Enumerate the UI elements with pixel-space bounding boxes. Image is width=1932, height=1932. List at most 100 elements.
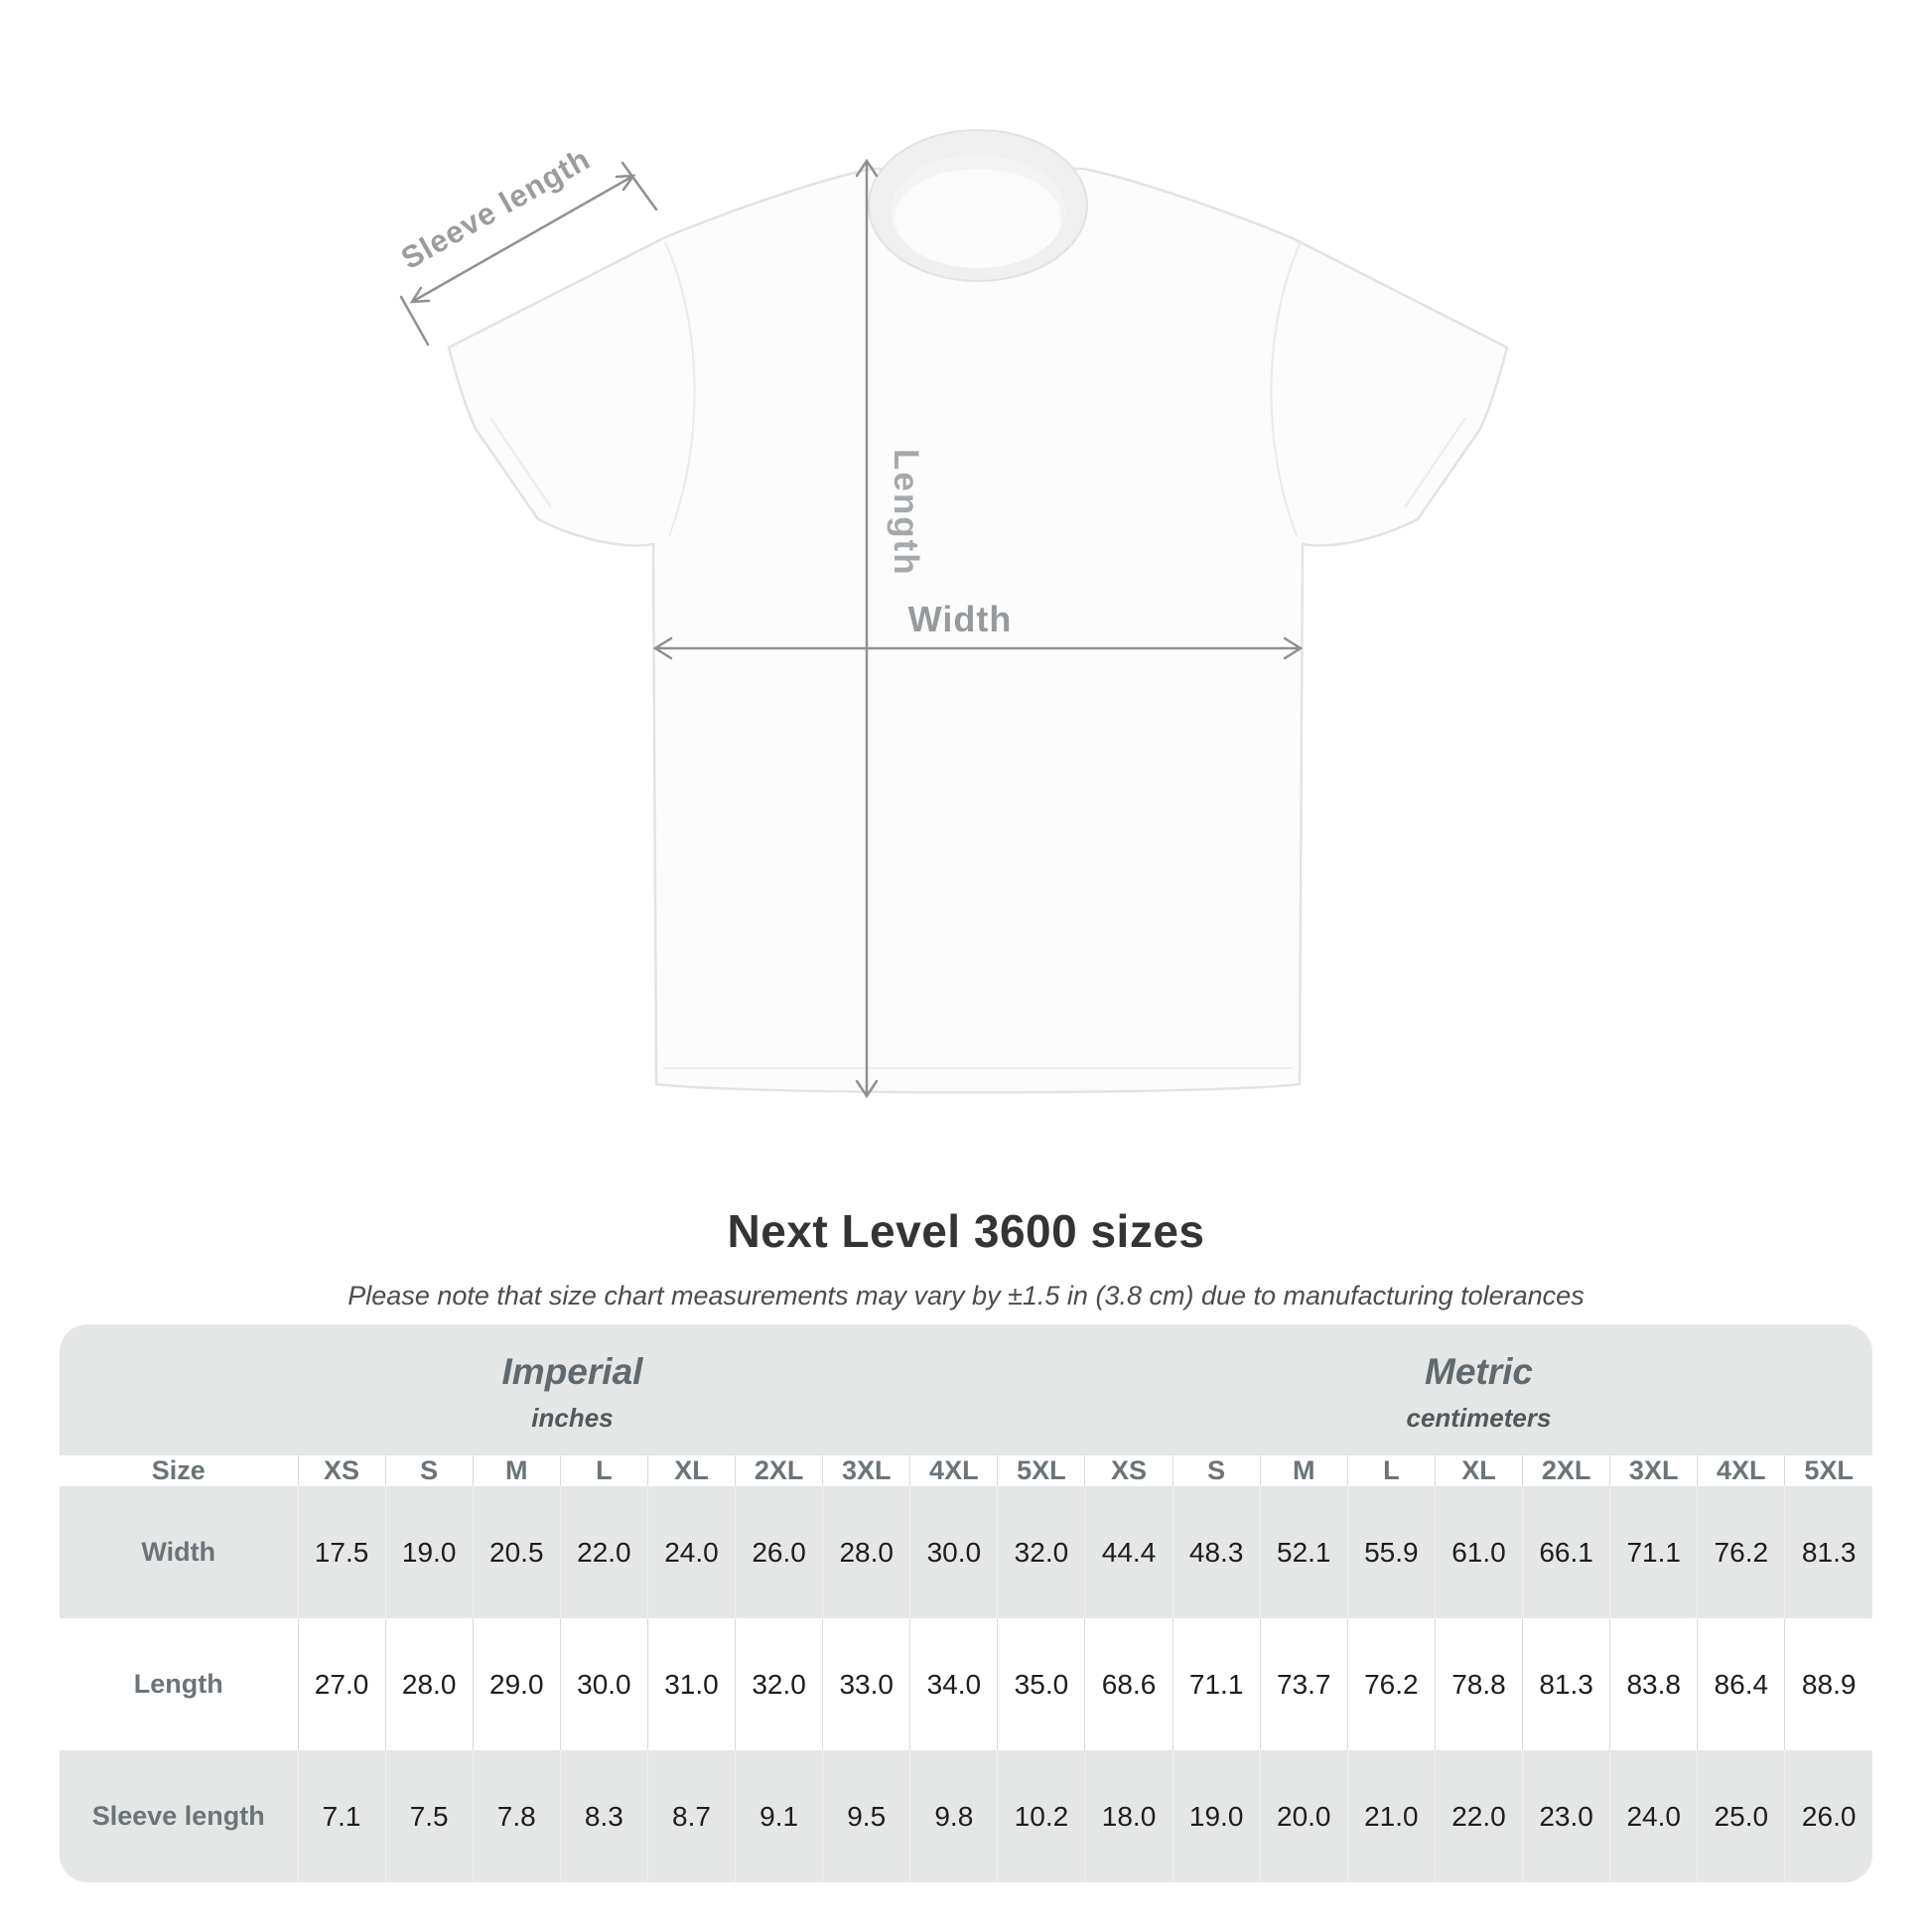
measurement-value: 28.0 [822,1486,911,1618]
imperial-group-header: Imperial inches [60,1324,1085,1455]
measurement-value: 76.2 [1347,1618,1436,1750]
row-label: Width [60,1486,299,1618]
measurement-value: 7.8 [473,1750,561,1882]
size-chart-card: Imperial inches Metric centimeters Size … [60,1324,1872,1882]
measurement-value: 32.0 [735,1618,824,1750]
measurement-value: 31.0 [647,1618,737,1750]
imperial-sublabel: inches [531,1402,614,1433]
measurement-value: 9.5 [822,1750,911,1882]
measurement-value: 25.0 [1697,1750,1786,1882]
measurement-value: 44.4 [1084,1486,1173,1618]
measurement-value: 83.8 [1609,1618,1699,1750]
tshirt-diagram: Sleeve length Length Width [395,129,1509,1099]
measurement-value: 76.2 [1697,1486,1786,1618]
measurement-value: 22.0 [1435,1750,1524,1882]
measurement-value: 21.0 [1347,1750,1436,1882]
measurement-row: Sleeve length 7.1 7.5 7.8 8.3 8.7 9.1 9.5 9.8 10.… [60,1750,1872,1882]
size-header-cell: 2XL [1522,1455,1611,1486]
measurement-value: 71.1 [1609,1486,1699,1618]
size-header-cell: L [560,1455,648,1486]
measurement-value: 20.5 [473,1486,561,1618]
size-header-cell: XS [298,1455,386,1486]
measurement-value: 88.9 [1784,1618,1872,1750]
measurement-value: 81.3 [1784,1486,1872,1618]
row-label: Length [60,1618,299,1750]
sleeve-length-label: Sleeve length [395,141,596,276]
collar-back-panel [895,169,1061,268]
width-label: Width [908,599,1013,639]
size-header-row: Size XS S M L XL 2XL 3XL 4XL 5XL XS S M L XL 2XL 3XL 4XL… [60,1455,1872,1486]
measurement-value: 29.0 [473,1618,561,1750]
measurement-value: 71.1 [1173,1618,1261,1750]
measurement-value: 20.0 [1260,1750,1348,1882]
metric-sublabel: centimeters [1406,1402,1552,1433]
measurement-value: 73.7 [1260,1618,1348,1750]
right-sleeve-hem-seam [1404,417,1466,508]
size-header-cell: 4XL [1697,1455,1786,1486]
measurement-value: 24.0 [647,1486,737,1618]
size-header-cell: 5XL [1784,1455,1872,1486]
measurement-value: 34.0 [909,1618,999,1750]
measurement-value: 9.8 [909,1750,999,1882]
measurement-value: 52.1 [1260,1486,1348,1618]
measurement-value: 48.3 [1173,1486,1261,1618]
width-arrow [652,636,1304,660]
size-header-cell: S [385,1455,474,1486]
measurement-row: Length 27.0 28.0 29.0 30.0 31.0 32.0 33.0 34.0 35… [60,1618,1872,1750]
size-header-cell: 3XL [822,1455,911,1486]
size-header-cell: M [1260,1455,1348,1486]
unit-group-row: Imperial inches Metric centimeters [60,1324,1872,1455]
measurement-value: 86.4 [1697,1618,1786,1750]
measurement-value: 28.0 [385,1618,474,1750]
measurement-value: 7.5 [385,1750,474,1882]
size-header-cell: XS [1084,1455,1173,1486]
tolerance-note: Please note that size chart measurements… [347,1281,1585,1311]
size-header-cell: S [1173,1455,1261,1486]
length-arrow [855,158,879,1099]
measurement-value: 30.0 [909,1486,999,1618]
measurement-value: 61.0 [1435,1486,1524,1618]
measurement-value: 8.3 [560,1750,648,1882]
measurement-value: 66.1 [1522,1486,1611,1618]
imperial-label: Imperial [501,1350,643,1392]
size-chart-table: Imperial inches Metric centimeters Size … [60,1324,1872,1882]
measurement-value: 32.0 [997,1486,1086,1618]
measurement-value: 22.0 [560,1486,648,1618]
measurement-value: 26.0 [1784,1750,1872,1882]
measurement-value: 19.0 [1173,1750,1261,1882]
measurement-value: 30.0 [560,1618,648,1750]
row-label: Sleeve length [60,1750,299,1882]
left-armhole-seam [664,241,696,537]
measurement-value: 33.0 [822,1618,911,1750]
size-header-cell: 4XL [909,1455,999,1486]
metric-label: Metric [1425,1350,1533,1392]
size-header-cell: L [1347,1455,1436,1486]
size-corner-label: Size [60,1455,299,1486]
measurement-value: 35.0 [997,1618,1086,1750]
size-header-cell: 2XL [735,1455,824,1486]
page-title: Next Level 3600 sizes [727,1205,1205,1257]
measurement-value: 19.0 [385,1486,474,1618]
measurement-value: 7.1 [298,1750,386,1882]
left-sleeve-hem-seam [489,417,552,508]
measurement-value: 17.5 [298,1486,386,1618]
size-header-cell: 5XL [997,1455,1086,1486]
measurement-value: 26.0 [735,1486,824,1618]
measurement-value: 27.0 [298,1618,386,1750]
measurement-row: Width 17.5 19.0 20.5 22.0 24.0 26.0 28.0 30.0 32.… [60,1486,1872,1618]
measurement-value: 23.0 [1522,1750,1611,1882]
measurement-value: 81.3 [1522,1618,1611,1750]
measurement-value: 55.9 [1347,1486,1436,1618]
measurement-value: 18.0 [1084,1750,1173,1882]
measurement-value: 9.1 [735,1750,824,1882]
measurement-value: 8.7 [647,1750,737,1882]
size-header-cell: XL [1435,1455,1524,1486]
measurement-value: 10.2 [997,1750,1086,1882]
length-label: Length [887,449,925,577]
right-armhole-seam [1270,241,1302,537]
metric-group-header: Metric centimeters [1085,1324,1872,1455]
measurement-value: 78.8 [1435,1618,1524,1750]
sleeve-length-arrow [399,161,658,346]
size-header-cell: XL [647,1455,737,1486]
